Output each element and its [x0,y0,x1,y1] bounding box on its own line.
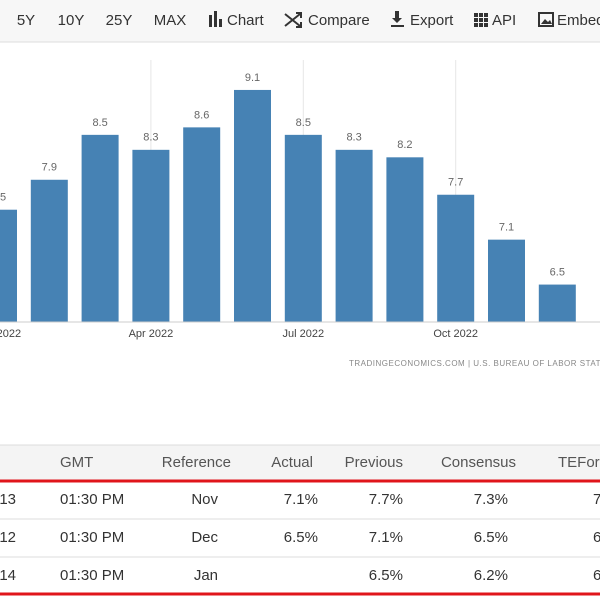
value-label: 8.2 [397,139,412,151]
bar [538,284,576,322]
value-label: 8.6 [194,109,209,121]
table-header: Consensus [441,454,516,471]
table-cell: Dec [191,529,218,546]
value-label: 9.1 [245,72,260,84]
export-icon [391,11,404,27]
bar [0,209,17,322]
table-header: Actual [271,454,313,471]
bar [284,134,322,322]
table-cell: 7.1% [284,491,318,508]
table-cell: 7.3% [474,491,508,508]
bar [81,134,119,322]
x-tick-label: Apr 2022 [129,328,174,340]
value-label: 7.5 [0,192,6,204]
bar [132,149,170,322]
toolbar-button[interactable]: API [492,12,516,29]
bar [488,239,525,322]
x-tick-label: Oct 2022 [433,328,478,340]
table-cell: 6.5% [474,529,508,546]
toolbar-button[interactable]: Compare [308,12,370,29]
value-label: 8.3 [346,132,361,144]
table-cell: Jan [194,567,218,584]
bar [183,127,221,322]
range-button[interactable]: 25Y [106,12,133,29]
value-label: 8.3 [143,132,158,144]
table-cell: 13 [0,491,16,508]
value-label: 6.5 [550,266,565,278]
value-label: 7.9 [42,162,57,174]
chart-icon [209,11,222,27]
table-header: Reference [162,454,231,471]
table-cell: 7 [593,491,600,508]
value-label: 8.5 [296,117,311,129]
table-cell: 7.7% [369,491,403,508]
bar [386,157,424,322]
value-label: 7.1 [499,222,514,234]
table-cell: 6 [593,567,600,584]
table-cell: 7.1% [369,529,403,546]
bar [335,149,373,322]
range-button[interactable]: 10Y [58,12,85,29]
toolbar-button[interactable]: Chart [227,12,265,29]
table-cell: 14 [0,567,16,584]
x-tick-label: Jan 2022 [0,328,21,340]
table-cell: 01:30 PM [60,491,124,508]
table-cell: 6.5% [284,529,318,546]
embed-icon [538,12,554,27]
toolbar [0,0,600,42]
highlight-box [0,479,600,596]
table-cell: 01:30 PM [60,567,124,584]
table-header: Previous [345,454,403,471]
table-header: TEFor [558,454,600,471]
compare-icon [284,12,302,28]
api-icon [474,13,488,27]
table-header-bg [0,445,600,481]
toolbar-button[interactable]: Export [410,12,454,29]
bar [30,179,68,322]
table-cell: 6.2% [474,567,508,584]
bar [234,89,271,322]
range-button[interactable]: 5Y [17,12,35,29]
bar [437,194,475,322]
value-label: 7.7 [448,177,463,189]
value-label: 8.5 [92,117,107,129]
table-header: GMT [60,454,93,471]
x-tick-label: Jul 2022 [283,328,325,340]
table-cell: 6 [593,529,600,546]
toolbar-button[interactable]: Embed [557,12,600,29]
table-cell: Nov [191,491,218,508]
table-cell: 6.5% [369,567,403,584]
range-button[interactable]: MAX [154,12,187,29]
table-cell: 01:30 PM [60,529,124,546]
table-cell: 12 [0,529,16,546]
source: TRADINGECONOMICS.COM | U.S. BUREAU OF LA… [349,359,600,368]
